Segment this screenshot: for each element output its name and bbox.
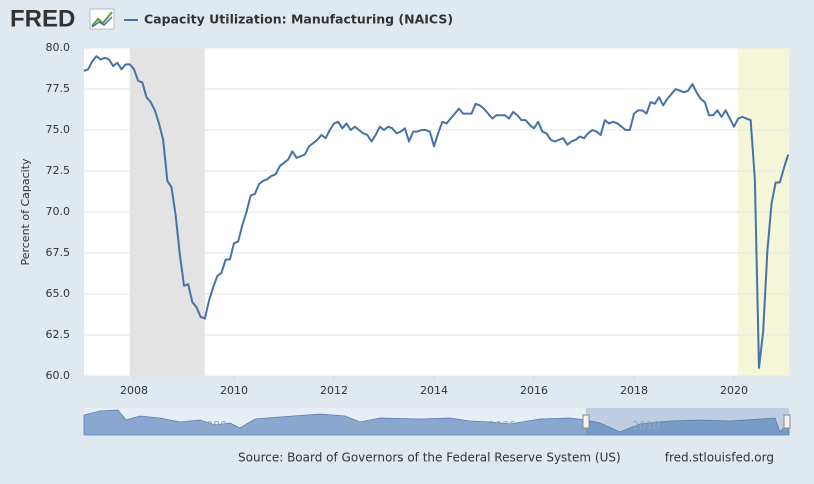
x-tick-label: 2014 bbox=[420, 384, 448, 397]
logo-icon bbox=[89, 8, 115, 30]
y-tick-label: 75.0 bbox=[46, 123, 71, 136]
x-tick-label: 2008 bbox=[120, 384, 148, 397]
y-tick-label: 60.0 bbox=[46, 369, 71, 382]
navigator-label: 2000 bbox=[488, 419, 516, 432]
x-tick-label: 2010 bbox=[220, 384, 248, 397]
navigator-label: 2010 bbox=[632, 419, 660, 432]
x-tick-label: 2016 bbox=[520, 384, 548, 397]
navigator-label: 1980 bbox=[199, 419, 227, 432]
y-tick-label: 65.0 bbox=[46, 287, 71, 300]
y-tick-label: 67.5 bbox=[46, 246, 71, 259]
navigator-area bbox=[83, 409, 790, 436]
navigator[interactable] bbox=[83, 408, 791, 436]
y-axis-label: Percent of Capacity bbox=[19, 158, 32, 266]
navigator-handle[interactable] bbox=[582, 414, 590, 429]
source: Source: Board of Governors of the Federa… bbox=[238, 451, 621, 465]
line-series bbox=[83, 55, 790, 369]
x-tick-label: 2020 bbox=[720, 384, 748, 397]
y-tick-label: 72.5 bbox=[46, 164, 71, 177]
navigator-handle[interactable] bbox=[783, 414, 791, 429]
legend-label: Capacity Utilization: Manufacturing (NAI… bbox=[144, 12, 453, 27]
navigator-selection bbox=[586, 408, 789, 435]
site: fred.stlouisfed.org bbox=[665, 451, 774, 465]
y-tick-label: 77.5 bbox=[46, 82, 71, 95]
logo: FRED bbox=[10, 5, 75, 32]
x-tick-label: 2018 bbox=[620, 384, 648, 397]
y-tick-label: 70.0 bbox=[46, 205, 71, 218]
x-tick-label: 2012 bbox=[320, 384, 348, 397]
y-tick-label: 62.5 bbox=[46, 328, 71, 341]
navigator-label: 1990 bbox=[343, 419, 371, 432]
y-tick-label: 80.0 bbox=[46, 41, 71, 54]
